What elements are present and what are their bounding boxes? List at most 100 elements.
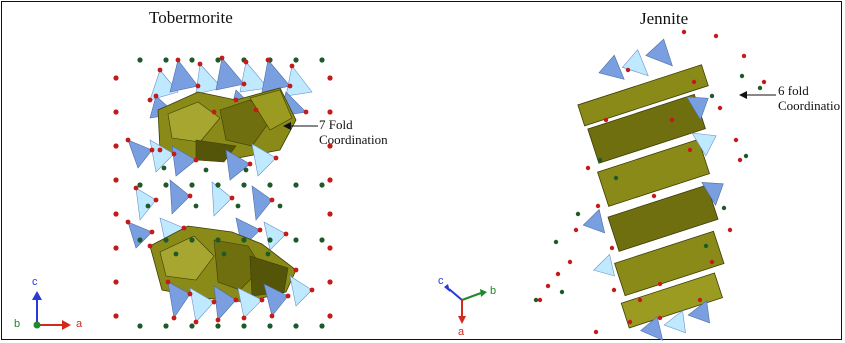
oxygen-atom	[241, 315, 247, 321]
tobermorite-title: Tobermorite	[149, 8, 233, 27]
water-atom	[703, 243, 709, 249]
oxygen-atom	[133, 185, 139, 191]
oxygen-atom	[165, 279, 171, 285]
water-atom	[267, 237, 273, 243]
water-atom	[743, 153, 749, 159]
water-atom	[293, 57, 299, 63]
oxygen-atom	[603, 117, 609, 123]
water-atom	[533, 297, 539, 303]
water-atom	[319, 323, 325, 329]
water-atom	[241, 323, 247, 329]
jennite-ca-layer	[577, 64, 725, 329]
oxygen-atom	[309, 287, 315, 293]
oxygen-atom	[269, 197, 275, 203]
oxygen-atom	[113, 75, 119, 81]
water-atom	[215, 237, 221, 243]
oxygen-atom	[153, 197, 159, 203]
oxygen-atom	[713, 33, 719, 39]
tobermorite-lower-tetrahedra	[167, 275, 313, 323]
oxygen-atom	[285, 293, 291, 299]
water-atom	[163, 57, 169, 63]
oxygen-atom	[273, 155, 279, 161]
tobermorite-axis-c-label: c	[32, 276, 38, 288]
oxygen-atom	[573, 227, 579, 233]
oxygen-atom	[287, 83, 293, 89]
water-atom	[739, 73, 745, 79]
oxygen-atom	[327, 143, 333, 149]
oxygen-atom	[709, 259, 715, 265]
oxygen-atom	[233, 297, 239, 303]
oxygen-atom	[113, 177, 119, 183]
oxygen-atom	[197, 61, 203, 67]
oxygen-atom	[157, 67, 163, 73]
oxygen-atom	[171, 151, 177, 157]
oxygen-atom	[215, 317, 221, 323]
oxygen-atom	[147, 97, 153, 103]
oxygen-atom	[327, 279, 333, 285]
oxygen-atom	[733, 137, 739, 143]
water-atom	[203, 167, 209, 173]
oxygen-atom	[651, 193, 657, 199]
oxygen-atom	[187, 193, 193, 199]
oxygen-atom	[125, 137, 131, 143]
oxygen-atom	[247, 161, 253, 167]
water-atom	[215, 57, 221, 63]
oxygen-atom	[611, 287, 617, 293]
oxygen-atom	[327, 177, 333, 183]
oxygen-atom	[761, 79, 767, 85]
oxygen-atom	[113, 279, 119, 285]
water-atom	[243, 167, 249, 173]
oxygen-atom	[327, 313, 333, 319]
water-atom	[241, 182, 247, 188]
jennite-annotation-line2: Coordinatio	[778, 98, 841, 113]
oxygen-atom	[193, 157, 199, 163]
oxygen-atom	[681, 29, 687, 35]
jennite-axis-b-label: b	[490, 285, 497, 297]
water-atom	[319, 57, 325, 63]
oxygen-atom	[697, 297, 703, 303]
jennite-title: Jennite	[640, 9, 689, 28]
oxygen-atom	[259, 297, 265, 303]
water-atom	[319, 237, 325, 243]
jennite-tetrahedra	[582, 38, 724, 341]
oxygen-atom	[269, 313, 275, 319]
oxygen-atom	[555, 271, 561, 277]
oxygen-atom	[113, 109, 119, 115]
a-axis-arrowhead	[62, 320, 71, 330]
oxygen-atom	[157, 147, 163, 153]
water-atom	[161, 165, 167, 171]
water-atom	[137, 57, 143, 63]
oxygen-atom	[153, 93, 159, 99]
oxygen-atom	[113, 143, 119, 149]
oxygen-atom	[741, 53, 747, 59]
oxygen-atom	[219, 55, 225, 61]
oxygen-atom	[149, 229, 155, 235]
jennite-axis-a-label: a	[458, 326, 465, 338]
water-atom	[757, 85, 763, 91]
c-axis-arrow-j	[448, 288, 463, 301]
tobermorite-axis-b-label: b	[14, 318, 21, 330]
tobermorite-middle-tetrahedra	[127, 139, 287, 251]
oxygen-atom	[113, 313, 119, 319]
oxygen-atom	[737, 157, 743, 163]
oxygen-atom	[283, 231, 289, 237]
water-atom	[267, 182, 273, 188]
water-atom	[241, 237, 247, 243]
oxygen-atom	[113, 211, 119, 217]
oxygen-atom	[265, 57, 271, 63]
water-atom	[189, 57, 195, 63]
water-atom	[319, 182, 325, 188]
tobermorite-lower-ca-layer	[149, 225, 297, 303]
a-axis-arrowhead-j	[458, 316, 466, 324]
oxygen-atom	[229, 195, 235, 201]
b-axis-arrow-j	[461, 292, 482, 301]
oxygen-atom	[327, 75, 333, 81]
oxygen-atom	[593, 329, 599, 335]
water-atom	[137, 237, 143, 243]
water-atom	[137, 323, 143, 329]
water-atom	[235, 203, 241, 209]
oxygen-atom	[193, 319, 199, 325]
tobermorite-upper-ca-layer	[157, 87, 297, 163]
b-axis-arrowhead-j	[480, 289, 487, 297]
oxygen-atom	[327, 211, 333, 217]
